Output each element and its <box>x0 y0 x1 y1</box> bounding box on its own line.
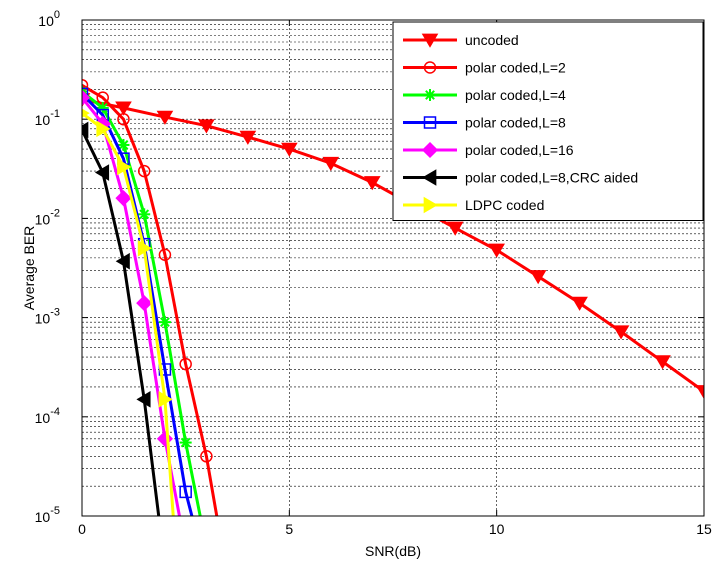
data-point-marker <box>82 78 89 92</box>
data-point-marker <box>115 190 132 207</box>
data-point-marker <box>82 89 91 106</box>
data-point-marker <box>117 158 132 176</box>
data-point-marker <box>115 101 132 116</box>
grid <box>82 20 704 516</box>
legend-entry: polar coded,L=2 <box>403 60 566 76</box>
data-point-marker <box>654 355 671 370</box>
plot-frame <box>81 19 705 517</box>
legend: uncoded polar coded,L=2 polar coded,L=4 pol… <box>392 21 704 221</box>
data-point-marker <box>94 164 110 181</box>
y-axis-label: Average BER <box>21 226 37 311</box>
data-point-marker <box>239 130 257 145</box>
y-tick-label: 10-4 <box>35 406 60 426</box>
data-point-marker <box>421 141 439 159</box>
x-tick-label: 5 <box>285 521 293 537</box>
data-point-marker <box>137 164 151 178</box>
legend-entry: polar coded,L=8 <box>403 115 566 131</box>
data-point-marker <box>158 316 171 329</box>
data-point-marker <box>115 252 130 270</box>
data-point-marker <box>179 357 192 371</box>
legend-entry: polar coded,L=16 <box>403 141 574 159</box>
legend-label: LDPC coded <box>465 197 544 213</box>
data-point-marker <box>158 391 173 408</box>
data-point-marker <box>424 89 436 101</box>
data-point-marker <box>421 33 439 48</box>
data-point-marker <box>138 208 151 221</box>
data-point-marker <box>158 248 172 262</box>
legend-label: polar coded,L=2 <box>465 60 566 76</box>
data-point-marker <box>695 385 704 400</box>
data-point-marker <box>446 221 464 236</box>
data-point-marker <box>529 270 547 285</box>
data-point-marker <box>198 119 215 134</box>
data-point-marker <box>179 436 192 449</box>
data-point-marker <box>363 176 381 191</box>
x-tick-label: 15 <box>696 521 712 537</box>
y-tick-label: 10-1 <box>35 108 60 128</box>
series-2 <box>82 78 219 516</box>
x-tick-label: 0 <box>78 521 86 537</box>
y-tick-label: 10-2 <box>35 207 60 227</box>
data-point-marker <box>136 295 153 312</box>
data-point-marker <box>612 325 630 340</box>
x-tick-label: 10 <box>489 521 505 537</box>
legend-label: polar coded,L=16 <box>465 142 574 158</box>
data-point-marker <box>281 142 298 157</box>
legend-entry: uncoded <box>403 32 519 48</box>
data-point-marker <box>117 138 130 151</box>
y-tick-label: 100 <box>38 9 60 29</box>
legend-label: uncoded <box>465 32 519 48</box>
data-point-marker <box>488 243 505 258</box>
data-point-marker <box>423 196 438 214</box>
legend-entry: polar coded,L=4 <box>403 87 566 103</box>
legend-label: polar coded,L=4 <box>465 87 566 103</box>
series-3 <box>82 85 202 516</box>
data-point-marker <box>82 121 89 139</box>
data-point-marker <box>136 391 151 408</box>
data-point-marker <box>82 87 89 101</box>
data-point-marker <box>96 120 111 138</box>
data-point-marker <box>137 239 152 257</box>
y-tick-label: 10-3 <box>35 307 60 327</box>
x-axis-label: SNR(dB) <box>365 543 421 559</box>
legend-entry: LDPC coded <box>403 196 544 214</box>
data-point-marker <box>156 110 174 125</box>
y-tick-label: 10-5 <box>35 505 60 525</box>
data-point-marker <box>422 169 437 186</box>
data-point-marker <box>571 296 588 311</box>
legend-label: polar coded,L=8 <box>465 115 566 131</box>
data-point-marker <box>423 61 437 74</box>
series-7 <box>82 108 175 516</box>
data-point-marker <box>156 430 173 447</box>
data-point-marker <box>179 485 192 499</box>
data-point-marker <box>322 156 340 171</box>
legend-label: polar coded,L=8,CRC aided <box>465 170 638 186</box>
data-point-marker <box>117 112 130 126</box>
data-point-marker <box>423 116 437 129</box>
legend-entry: polar coded,L=8,CRC aided <box>403 169 638 186</box>
series-6 <box>82 121 161 516</box>
data-point-marker <box>200 450 213 463</box>
